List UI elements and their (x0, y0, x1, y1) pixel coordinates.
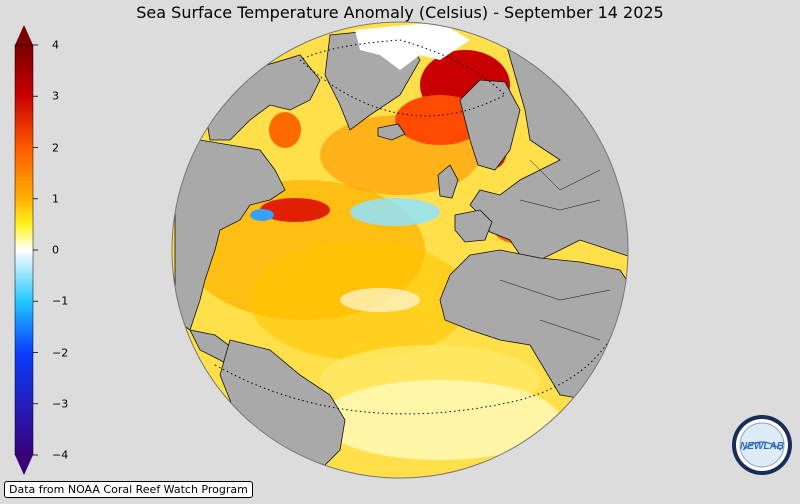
colorbar-gradient (14, 44, 34, 456)
colorbar-tick-label: 3 (52, 89, 59, 103)
colorbar-tick-label: −2 (52, 346, 69, 359)
land-canadian-arctic (204, 54, 321, 141)
arctic-ice (355, 22, 470, 70)
land-iceland (377, 123, 406, 141)
border-line-4 (529, 159, 601, 191)
antarctic-circle-line (214, 329, 616, 415)
logo-text: NEWLAB (740, 441, 784, 452)
nexlab-logo[interactable]: NEWLAB (731, 414, 793, 476)
colorbar-tick-label: 2 (52, 141, 59, 154)
anomaly-hot-labrador (260, 198, 330, 222)
land-north-america (174, 139, 286, 331)
colorbar-arrow-top (15, 25, 33, 45)
anomaly-cool-newfoundland (250, 209, 274, 221)
colorbar-tick-marks (33, 44, 38, 456)
colorbar-tick-label: −3 (52, 397, 69, 411)
globe-outline (171, 21, 629, 479)
border-line-1 (519, 199, 601, 211)
anomaly-cool-midatlantic (350, 198, 440, 226)
colorbar-tick-label: −1 (52, 294, 69, 308)
land-scandinavia (459, 79, 521, 171)
colorbar: 4 3 2 1 0 −1 −2 −3 −4 (10, 22, 70, 482)
colorbar-tick-label: 0 (52, 243, 59, 257)
anomaly-pale-south (320, 380, 560, 460)
colorbar-tick-label: −4 (52, 448, 69, 462)
anomaly-hot-hudson (269, 112, 301, 148)
map-title: Sea Surface Temperature Anomaly (Celsius… (136, 3, 664, 22)
attribution-note: Data from NOAA Coral Reef Watch Program (4, 481, 253, 498)
land-iberia (454, 209, 493, 243)
colorbar-arrow-bottom (15, 455, 33, 475)
colorbar-tick-label: 4 (52, 38, 59, 52)
land-british-isles (437, 164, 459, 199)
border-line-2 (499, 279, 611, 301)
border-line-3 (539, 319, 601, 341)
anomaly-neutral-tropics (340, 288, 420, 312)
colorbar-tick-label: 1 (52, 192, 59, 206)
